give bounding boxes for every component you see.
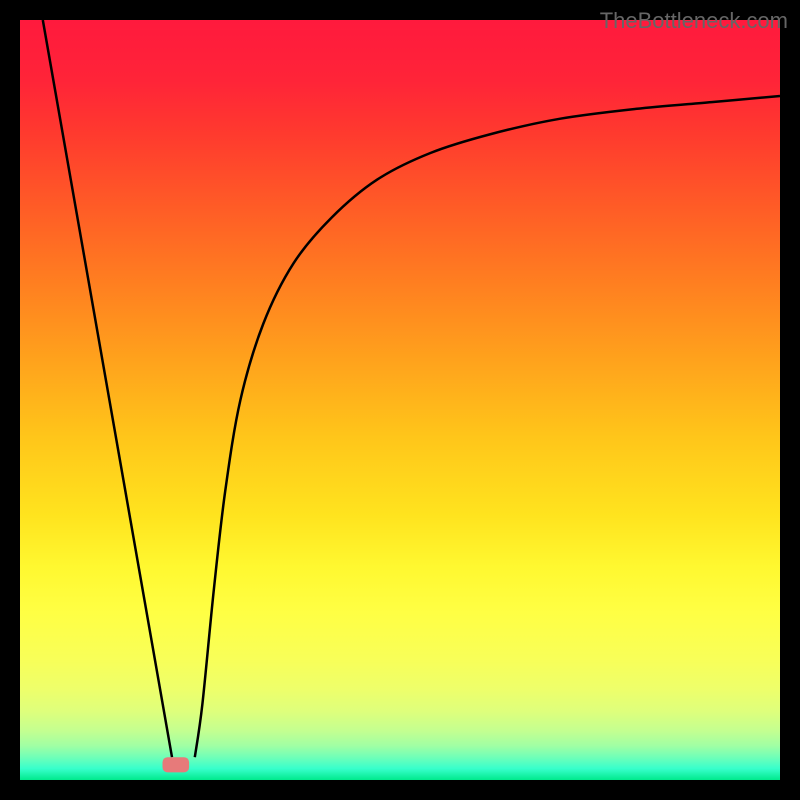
chart-svg [0,0,800,800]
watermark-text: TheBottleneck.com [600,8,788,34]
bottleneck-chart: TheBottleneck.com [0,0,800,800]
optimum-marker [163,757,190,772]
plot-background [20,20,780,780]
